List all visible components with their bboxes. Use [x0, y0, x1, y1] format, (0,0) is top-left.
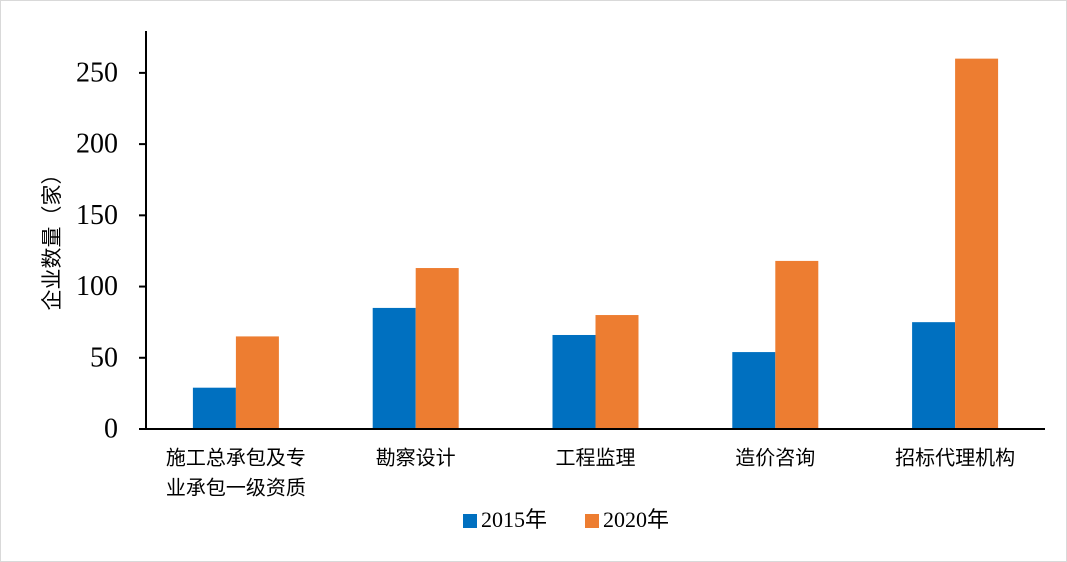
y-tick-label: 100 [76, 271, 118, 302]
legend-label: 2020年 [603, 507, 669, 532]
y-axis-title: 企业数量（家） [40, 164, 64, 311]
bar-series1 [912, 322, 956, 429]
bar-series2 [415, 268, 459, 429]
legend: 2015年 2020年 [463, 507, 669, 532]
x-category-label: 工程监理 [556, 446, 636, 470]
y-tick-label: 150 [76, 200, 118, 231]
y-tick-label: 200 [76, 129, 118, 160]
bar-series1 [192, 387, 236, 429]
x-category-label: 业承包一级资质 [166, 476, 306, 500]
bars-group [192, 58, 999, 429]
y-axis-label-group: 企业数量（家） [40, 164, 64, 311]
legend-label: 2015年 [481, 507, 547, 532]
y-tick-label: 0 [104, 414, 118, 445]
bar-series2 [775, 260, 819, 429]
y-ticks-group: 0 50 100 150 200 250 [76, 57, 146, 445]
y-tick-label: 50 [90, 342, 118, 373]
x-category-label: 施工总承包及专 [166, 446, 306, 470]
x-category-label: 勘察设计 [376, 446, 456, 470]
x-category-label: 招标代理机构 [895, 446, 1015, 470]
bar-series2 [235, 336, 279, 429]
bar-series2 [955, 58, 999, 429]
bar-series1 [372, 307, 416, 429]
y-tick-label: 250 [76, 57, 118, 88]
bar-series2 [595, 315, 639, 429]
x-category-label: 造价咨询 [735, 446, 815, 470]
bar-series1 [552, 334, 596, 429]
bar-series1 [732, 352, 776, 429]
legend-swatch [463, 514, 477, 528]
axes-group [145, 31, 1045, 430]
legend-swatch [585, 514, 599, 528]
